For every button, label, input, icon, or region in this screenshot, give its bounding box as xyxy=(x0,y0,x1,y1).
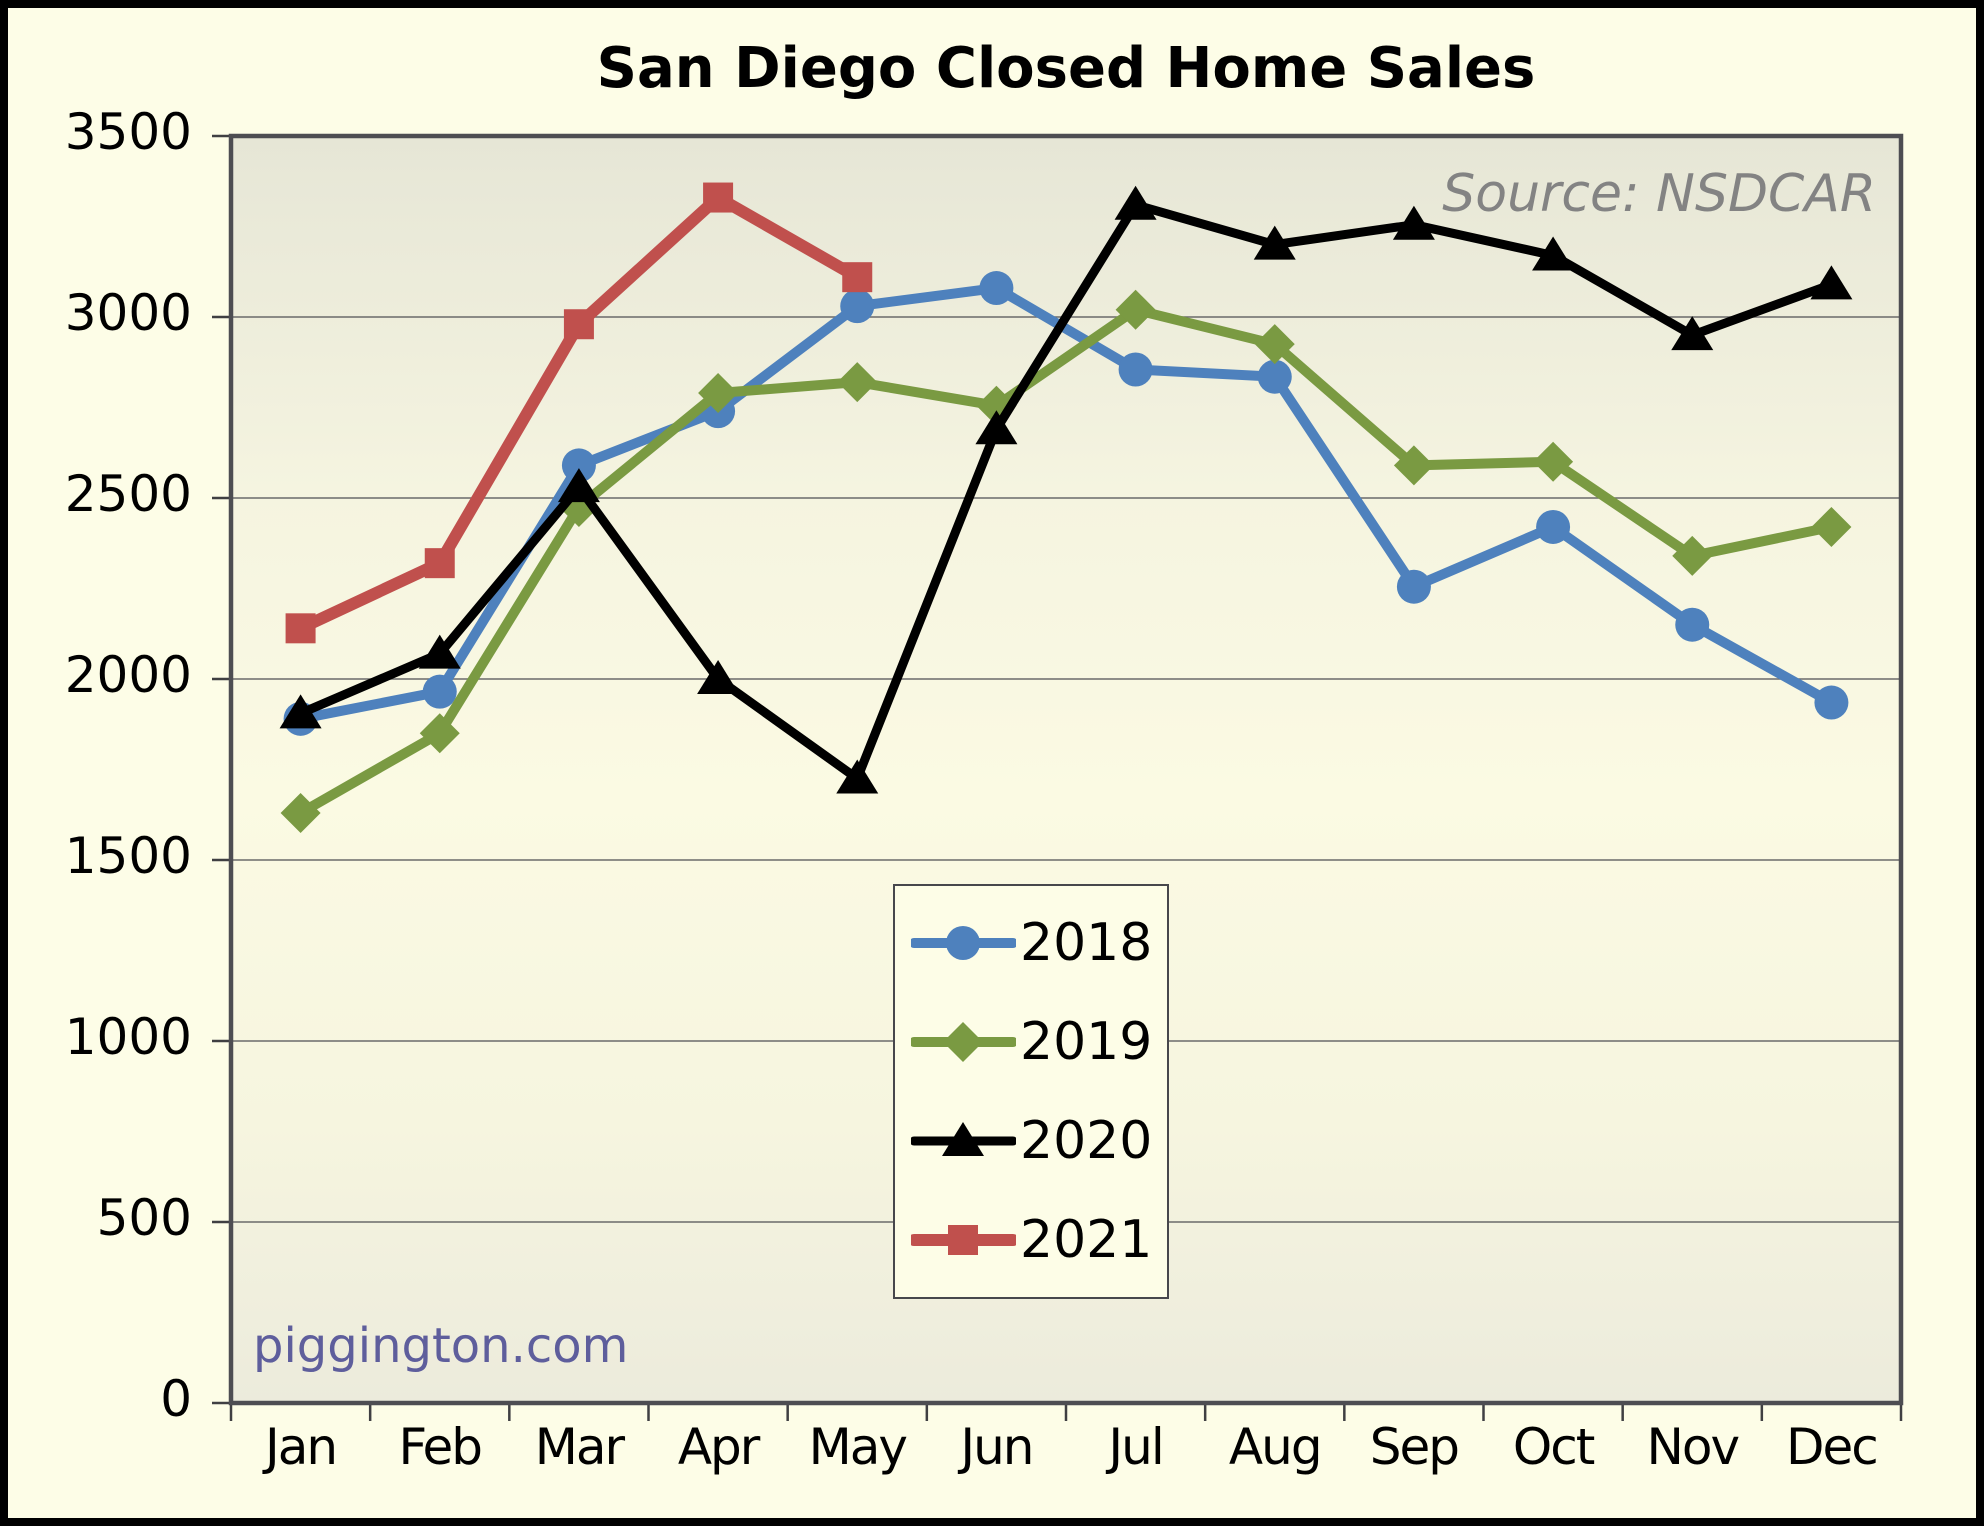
x-tick-label: Feb xyxy=(398,1418,483,1476)
y-tick-label: 3000 xyxy=(64,284,192,342)
point-2019-Jul xyxy=(1115,289,1156,330)
legend-marker-2018 xyxy=(911,926,1016,961)
point-2020-Aug xyxy=(1253,225,1296,260)
point-2021-May xyxy=(842,262,873,293)
point-2019-Sep xyxy=(1393,445,1434,486)
legend-box: 2018 2019 2020 2021 xyxy=(893,884,1169,1299)
legend-item-2021: 2021 xyxy=(911,1210,1167,1270)
y-tick-label: 1500 xyxy=(64,827,192,885)
legend-glyph-2018 xyxy=(946,926,980,961)
y-tick-label: 2500 xyxy=(64,465,192,523)
point-2019-May xyxy=(837,362,878,403)
point-2018-Jul xyxy=(1118,352,1153,387)
point-2020-Oct xyxy=(1532,236,1575,271)
point-2020-Jan xyxy=(279,694,322,729)
x-tick-label: Oct xyxy=(1512,1418,1595,1476)
point-2020-Mar xyxy=(557,468,600,503)
legend-label-2018: 2018 xyxy=(1020,913,1153,974)
point-2019-Feb xyxy=(419,713,460,754)
point-2018-Mar xyxy=(561,448,596,483)
point-2020-Jul xyxy=(1114,185,1157,220)
point-2018-Feb xyxy=(422,674,457,709)
point-2018-Jun xyxy=(979,271,1014,306)
point-2018-Dec xyxy=(1814,685,1849,720)
x-tick-label: May xyxy=(808,1418,908,1476)
legend-item-2018: 2018 xyxy=(911,913,1167,973)
y-tick-label: 500 xyxy=(96,1189,192,1247)
legend-label-2021: 2021 xyxy=(1020,1209,1153,1270)
y-tick-label: 0 xyxy=(160,1370,192,1428)
point-2020-May xyxy=(836,759,879,794)
series-2018 xyxy=(283,271,1849,736)
point-2019-Oct xyxy=(1533,441,1574,482)
series-2020 xyxy=(279,185,1853,794)
x-tick-label: Dec xyxy=(1786,1418,1879,1476)
x-tick-label: Aug xyxy=(1228,1418,1323,1476)
x-tick-label: Sep xyxy=(1369,1418,1460,1476)
legend-item-2020: 2020 xyxy=(911,1111,1167,1171)
point-2018-Nov xyxy=(1675,607,1710,642)
point-2020-Apr xyxy=(697,660,740,694)
point-2021-Mar xyxy=(563,309,594,340)
y-tick-label: 2000 xyxy=(64,646,192,704)
point-2018-May xyxy=(840,289,875,324)
legend-marker-2019 xyxy=(911,1022,1016,1063)
x-tick-label: Nov xyxy=(1646,1418,1740,1476)
legend-item-2019: 2019 xyxy=(911,1012,1167,1072)
plot-border xyxy=(228,133,1904,1406)
legend-marker-2021 xyxy=(911,1224,1016,1255)
series-line-2020 xyxy=(296,200,1836,784)
source-note: Source: NSDCAR xyxy=(1442,164,1876,224)
point-2018-Aug xyxy=(1257,359,1292,394)
point-2019-Aug xyxy=(1254,324,1295,365)
x-tick-label: Jul xyxy=(1108,1418,1164,1476)
y-tick-label: 1000 xyxy=(64,1008,192,1066)
point-2019-Dec xyxy=(1811,506,1852,547)
point-2019-Apr xyxy=(698,373,739,414)
point-2020-Nov xyxy=(1671,316,1714,351)
series-line-2018 xyxy=(295,283,1837,724)
point-2018-Sep xyxy=(1396,569,1431,604)
point-2019-Nov xyxy=(1672,535,1713,576)
y-tick-label: 3500 xyxy=(64,103,192,161)
point-2019-Jan xyxy=(280,792,321,833)
point-2021-Jan xyxy=(285,613,316,644)
point-2020-Jun xyxy=(975,410,1018,445)
point-2020-Sep xyxy=(1392,205,1435,240)
series-line-2019 xyxy=(295,304,1837,818)
point-2020-Feb xyxy=(418,634,461,669)
chart-title: San Diego Closed Home Sales xyxy=(596,36,1536,101)
x-tick-label: Mar xyxy=(534,1418,625,1476)
legend-glyph-2020 xyxy=(942,1121,984,1156)
x-tick-label: Jun xyxy=(960,1418,1034,1476)
legend-glyph-2019 xyxy=(943,1022,983,1063)
watermark: piggington.com xyxy=(253,1318,629,1374)
legend-label-2020: 2020 xyxy=(1020,1110,1153,1171)
point-2021-Feb xyxy=(424,548,455,579)
point-2018-Oct xyxy=(1536,509,1571,544)
series-2021 xyxy=(285,182,873,644)
x-tick-label: Jan xyxy=(265,1418,338,1476)
x-tick-label: Apr xyxy=(677,1418,761,1476)
point-2021-Apr xyxy=(703,182,734,213)
legend-label-2019: 2019 xyxy=(1020,1012,1153,1073)
legend-glyph-2021 xyxy=(948,1224,978,1255)
point-2020-Dec xyxy=(1810,265,1853,300)
legend-marker-2020 xyxy=(911,1121,1016,1156)
